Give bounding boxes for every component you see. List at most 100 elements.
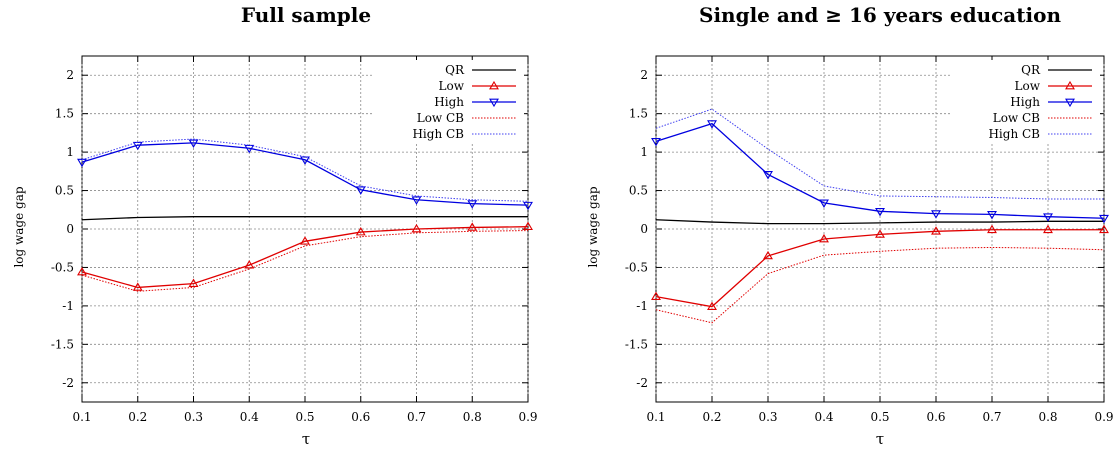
legend-label: High [434, 95, 464, 109]
legend-marker [1065, 98, 1075, 108]
data-point-high [931, 210, 941, 219]
x-tick-label: 0.6 [351, 410, 370, 424]
chart-panel-single-16-years: Single and ≥ 16 years education log wage… [586, 3, 1114, 448]
x-tick-label: 0.8 [463, 410, 482, 424]
data-point-low [987, 224, 997, 234]
x-tick-label: 0.1 [646, 410, 665, 424]
y-tick-label: 1 [66, 145, 74, 159]
y-tick-label: -0.5 [625, 260, 648, 274]
data-point-low [875, 229, 885, 238]
x-axis-label: τ [302, 430, 310, 448]
data-point-low [244, 260, 255, 269]
data-point-high [355, 186, 366, 195]
y-tick-label: -1 [62, 299, 74, 313]
y-tick-label: 2 [640, 68, 648, 82]
x-tick-label: 0.4 [240, 410, 259, 424]
data-point-high [188, 139, 199, 148]
legend-label: QR [1021, 63, 1041, 77]
data-point-high [875, 207, 885, 217]
legend-label: High [1010, 95, 1040, 109]
series-line-high [81, 142, 529, 206]
x-tick-label: 0.2 [128, 410, 147, 424]
legend-label: Low [1015, 79, 1041, 93]
data-point-low [300, 236, 310, 245]
x-tick-label: 0.6 [926, 410, 945, 424]
x-tick-label: 0.3 [758, 410, 777, 424]
data-point-low [1043, 224, 1053, 234]
data-point-low [523, 221, 533, 231]
data-point-low [355, 226, 366, 236]
y-tick-label: -0.5 [51, 260, 74, 274]
series-line-low [655, 229, 1104, 308]
y-tick-label: 2 [66, 68, 74, 82]
y-tick-label: -1.5 [51, 337, 74, 351]
data-point-high [707, 120, 717, 129]
data-point-high [1043, 213, 1053, 222]
series-line-qr [81, 216, 528, 221]
series-line-low-cb [655, 246, 1105, 324]
legend-marker [489, 80, 499, 90]
y-tick-label: 0.5 [55, 184, 74, 198]
legend-label: QR [445, 63, 465, 77]
x-tick-label: 0.3 [184, 410, 203, 424]
y-tick-label: -1.5 [625, 337, 648, 351]
y-tick-label: 1.5 [629, 107, 648, 121]
data-point-low [819, 233, 829, 243]
data-point-low [132, 282, 143, 291]
y-tick-label: 0 [640, 222, 648, 236]
data-point-high [819, 199, 829, 208]
x-tick-label: 0.5 [870, 410, 889, 424]
legend-label: High CB [988, 127, 1040, 141]
data-point-high [300, 156, 310, 165]
data-point-high [244, 144, 255, 154]
x-tick-label: 0.5 [295, 410, 314, 424]
data-point-high [987, 211, 997, 220]
y-tick-label: -1 [636, 299, 648, 313]
data-point-high [651, 137, 661, 147]
data-point-low [188, 278, 199, 287]
x-tick-label: 0.7 [982, 410, 1001, 424]
y-axis-label: log wage gap [586, 186, 600, 267]
data-point-low [467, 222, 478, 231]
data-point-low [931, 226, 941, 235]
data-point-high [523, 201, 533, 211]
legend-label: High CB [412, 127, 464, 141]
chart-title: Single and ≥ 16 years education [699, 3, 1061, 27]
data-point-low [411, 223, 422, 233]
x-tick-label: 0.8 [1038, 410, 1057, 424]
chart-panel-full-sample: Full sample log wage gap τ 2 1.5 1 0.5 0 -0.5… [12, 3, 538, 448]
legend-label: Low CB [417, 111, 464, 125]
series-line-qr [655, 219, 1104, 225]
y-tick-label: -2 [636, 376, 648, 390]
series-line-high-cb [81, 138, 529, 202]
legend-label: Low [439, 79, 465, 93]
series-line-high [655, 122, 1105, 219]
data-point-low [707, 301, 717, 311]
x-axis-label: τ [876, 430, 884, 448]
y-tick-label: 0.5 [629, 184, 648, 198]
y-tick-label: -2 [62, 376, 74, 390]
y-axis-label: log wage gap [12, 186, 26, 267]
x-tick-label: 0.9 [1094, 410, 1113, 424]
data-point-low [651, 291, 661, 301]
legend-label: Low CB [993, 111, 1040, 125]
series-line-high-cb [655, 108, 1104, 200]
y-tick-label: 0 [66, 222, 74, 236]
data-point-low [763, 250, 773, 260]
x-tick-label: 0.9 [518, 410, 537, 424]
series-line-low [81, 226, 529, 289]
chart-title: Full sample [241, 3, 371, 27]
x-tick-label: 0.7 [407, 410, 426, 424]
legend-marker [1065, 80, 1075, 90]
data-point-high [467, 200, 478, 209]
y-tick-label: 1 [640, 145, 648, 159]
data-point-low [77, 266, 87, 276]
legend-marker [489, 98, 499, 108]
data-point-low [1099, 224, 1109, 234]
x-tick-label: 0.2 [702, 410, 721, 424]
data-point-high [1099, 214, 1109, 224]
data-point-high [763, 171, 773, 180]
x-tick-label: 0.1 [72, 410, 91, 424]
data-point-high [411, 196, 422, 205]
